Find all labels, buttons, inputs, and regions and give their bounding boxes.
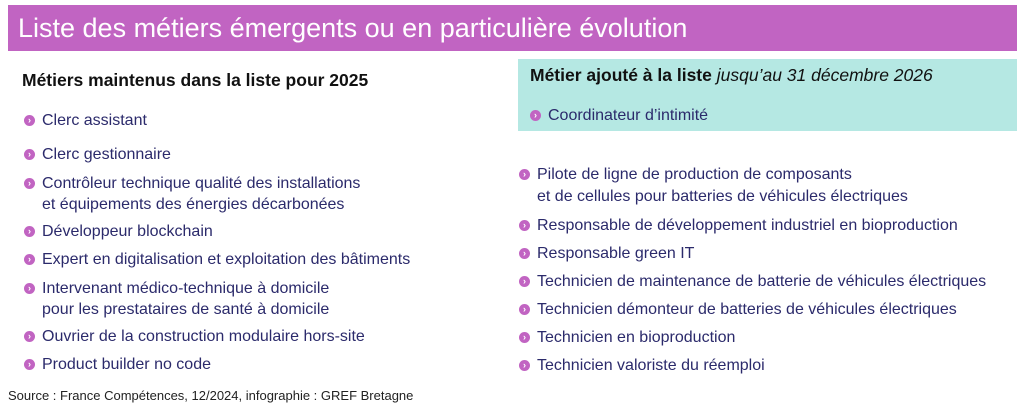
chevron-right-icon: › [24, 283, 35, 294]
chevron-right-icon: › [24, 359, 35, 370]
list-item-text: Coordinateur d’intimité [548, 107, 709, 124]
chevron-right-icon: › [24, 226, 35, 237]
chevron-right-icon: › [530, 110, 541, 121]
list-item-text-continued: pour les prestataires de santé à domicil… [42, 301, 330, 318]
chevron-right-icon: › [24, 149, 35, 160]
list-item-text: Product builder no code [42, 356, 211, 373]
chevron-right-icon: › [24, 331, 35, 342]
section-heading-added-italic: jusqu’au 31 décembre 2026 [716, 65, 933, 85]
list-item-text: Intervenant médico-technique à domicile [42, 280, 330, 297]
list-item-text: Responsable green IT [537, 245, 695, 262]
list-item-text: Technicien en bioproduction [537, 329, 736, 346]
chevron-right-icon: › [24, 254, 35, 265]
list-item-text: Responsable de développement industriel … [537, 217, 958, 234]
list-item-text: Développeur blockchain [42, 223, 213, 240]
list-item-text: Clerc gestionnaire [42, 146, 171, 163]
section-heading-added-bold: Métier ajouté à la liste [530, 65, 712, 85]
chevron-right-icon: › [519, 248, 530, 259]
list-item-text-continued: et de cellules pour batteries de véhicul… [537, 188, 908, 205]
list-item-text-continued: et équipements des énergies décarbonées [42, 196, 345, 213]
section-heading-maintained: Métiers maintenus dans la liste pour 202… [22, 70, 369, 90]
chevron-right-icon: › [519, 332, 530, 343]
chevron-right-icon: › [519, 304, 530, 315]
list-item-text: Ouvrier de la construction modulaire hor… [42, 328, 365, 345]
list-item-text: Contrôleur technique qualité des install… [42, 175, 361, 192]
list-item-text: Technicien valoriste du réemploi [537, 357, 765, 374]
chevron-right-icon: › [519, 169, 530, 180]
chevron-right-icon: › [24, 178, 35, 189]
chevron-right-icon: › [519, 276, 530, 287]
list-item-text: Pilote de ligne de production de composa… [537, 166, 852, 183]
chevron-right-icon: › [519, 360, 530, 371]
source-caption: Source : France Compétences, 12/2024, in… [8, 388, 414, 403]
added-job-box: Métier ajouté à la liste jusqu’au 31 déc… [518, 59, 1017, 131]
list-item-text: Clerc assistant [42, 112, 147, 129]
chevron-right-icon: › [519, 220, 530, 231]
list-item-text: Technicien démonteur de batteries de véh… [537, 301, 957, 318]
list-item-text: Expert en digitalisation et exploitation… [42, 251, 411, 268]
chevron-right-icon: › [24, 115, 35, 126]
list-item-text: Technicien de maintenance de batterie de… [537, 273, 987, 290]
page-title: Liste des métiers émergents ou en partic… [8, 5, 1017, 51]
section-heading-added: Métier ajouté à la liste jusqu’au 31 déc… [530, 65, 933, 86]
